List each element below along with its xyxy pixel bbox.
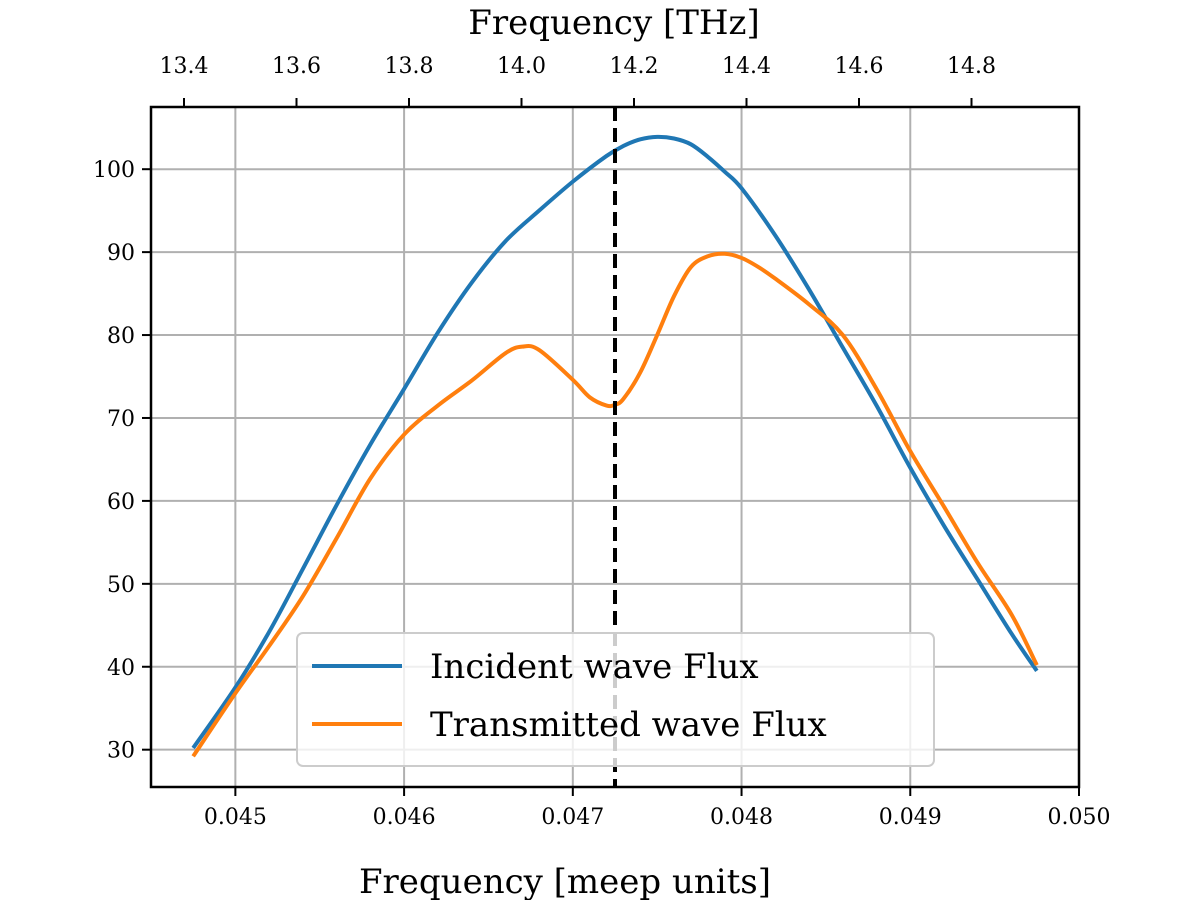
top-tick-label: 13.6 xyxy=(272,54,321,79)
y-tick-label: 80 xyxy=(107,324,135,349)
legend-label-incident: Incident wave Flux xyxy=(430,647,759,687)
x-tick-label: 0.050 xyxy=(1048,805,1111,830)
x-tick-label: 0.045 xyxy=(204,805,267,830)
top-axis-title: Frequency [THz] xyxy=(468,3,759,43)
incident-flux-line xyxy=(191,134,1039,750)
top-tick-label: 13.4 xyxy=(160,54,209,79)
x-axis-title: Frequency [meep units] xyxy=(359,862,771,900)
legend-box xyxy=(296,632,935,767)
y-tick-label: 40 xyxy=(107,656,135,681)
top-tick-label: 14.6 xyxy=(835,54,884,79)
y-tick-label: 90 xyxy=(107,241,135,266)
y-tick-label: 30 xyxy=(107,739,135,764)
x-tick-label: 0.049 xyxy=(879,805,942,830)
transmitted-flux-line xyxy=(191,251,1039,758)
top-tick-label: 14.4 xyxy=(722,54,771,79)
x-tick-label: 0.046 xyxy=(373,805,436,830)
y-tick-label: 60 xyxy=(107,490,135,515)
y-tick-label: 50 xyxy=(107,573,135,598)
y-tick-label: 70 xyxy=(107,407,135,432)
legend: Incident wave Flux Transmitted wave Flux xyxy=(296,632,935,767)
axis-ticks: 0.045 0.046 0.047 0.048 0.049 0.050 30 40 50 60 70… xyxy=(93,54,1110,830)
top-tick-label: 14.8 xyxy=(947,54,996,79)
legend-label-transmitted: Transmitted wave Flux xyxy=(430,705,827,745)
series-lines xyxy=(191,134,1039,758)
x-tick-label: 0.048 xyxy=(710,805,773,830)
top-tick-label: 14.2 xyxy=(610,54,659,79)
y-tick-label: 100 xyxy=(93,158,135,183)
top-tick-label: 14.0 xyxy=(497,54,546,79)
plot-frame xyxy=(149,105,1081,789)
x-tick-label: 0.047 xyxy=(541,805,604,830)
top-tick-label: 13.8 xyxy=(385,54,434,79)
